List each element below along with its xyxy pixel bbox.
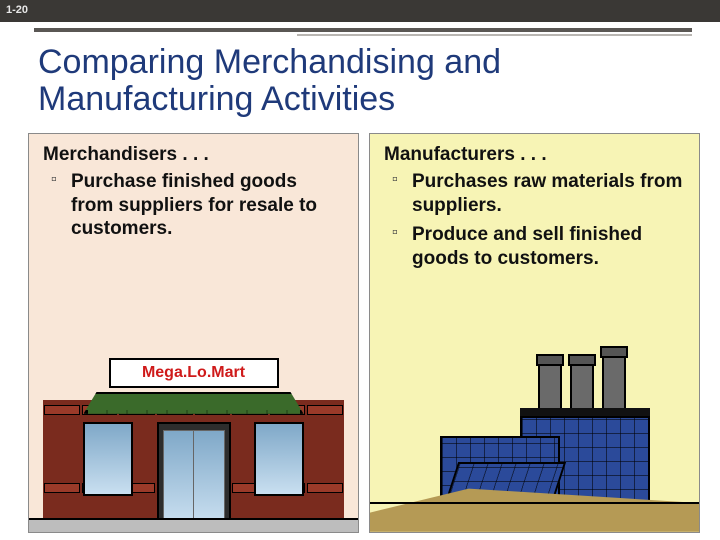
manufacturers-panel: Manufacturers . . . Purchases raw materi… (369, 133, 700, 533)
store-sign: Mega.Lo.Mart (109, 358, 279, 388)
rule-dark (34, 28, 692, 32)
store-awning (84, 392, 304, 414)
store-sidewalk (29, 518, 358, 532)
two-column-layout: Merchandisers . . . Purchase finished go… (0, 133, 720, 533)
factory-roofline (520, 408, 650, 416)
factory-illustration (370, 342, 699, 532)
merchandisers-bullet: Purchase finished goods from suppliers f… (71, 170, 344, 241)
store-window-right (254, 422, 304, 496)
slide-title: Comparing Merchandising and Manufacturin… (0, 36, 720, 133)
storefront-illustration: Mega.Lo.Mart (29, 352, 358, 532)
merchandisers-panel: Merchandisers . . . Purchase finished go… (28, 133, 359, 533)
merchandisers-heading: Merchandisers . . . (43, 144, 344, 166)
title-rules (0, 22, 720, 36)
manufacturers-heading: Manufacturers . . . (384, 144, 685, 166)
manufacturers-bullet: Produce and sell finished goods to custo… (412, 223, 685, 271)
manufacturers-bullet: Purchases raw materials from suppliers. (412, 170, 685, 218)
factory-ground-line (370, 502, 699, 504)
merchandisers-bullets: Purchase finished goods from suppliers f… (43, 170, 344, 241)
slide-number-bar: 1-20 (0, 0, 720, 22)
store-window-left (83, 422, 133, 496)
store-door (157, 422, 231, 532)
manufacturers-bullets: Purchases raw materials from suppliers. … (384, 170, 685, 271)
slide-number: 1-20 (6, 4, 28, 16)
